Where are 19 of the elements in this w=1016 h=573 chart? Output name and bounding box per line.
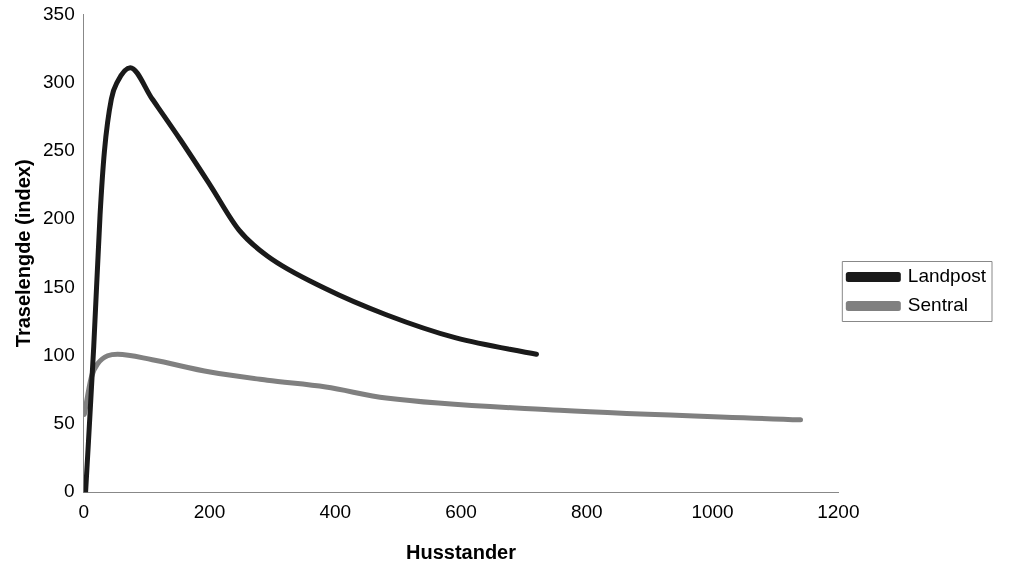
x-axis-title: Husstander	[405, 540, 517, 563]
y-tick-label: 50	[53, 412, 75, 434]
y-tick-label: 350	[43, 2, 75, 24]
x-tick-label: 600	[445, 500, 477, 522]
y-tick-label: 250	[43, 139, 75, 161]
y-tick-label: 0	[64, 480, 75, 502]
x-tick-label: 1200	[817, 500, 860, 522]
x-tick-label: 400	[319, 500, 352, 522]
x-tick-label: 0	[78, 500, 89, 522]
y-tick-label: 100	[43, 343, 75, 365]
x-tick-label: 200	[193, 500, 226, 522]
legend-label: Landpost	[907, 265, 987, 287]
y-axis-title: Traselengde (index)	[11, 159, 34, 348]
legend-label: Sentral	[907, 294, 969, 316]
y-tick-label: 150	[43, 275, 75, 297]
y-tick-label: 300	[43, 70, 75, 92]
y-tick-label: 200	[43, 207, 75, 229]
x-tick-label: 800	[570, 500, 603, 522]
x-tick-label: 1000	[691, 500, 734, 522]
